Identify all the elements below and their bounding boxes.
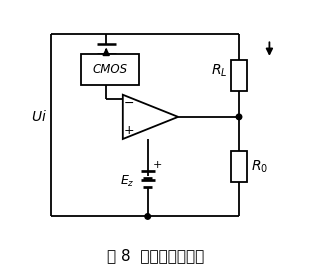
Text: −: − <box>124 96 134 110</box>
Text: $E_z$: $E_z$ <box>119 174 134 189</box>
Text: +: + <box>153 160 162 170</box>
Circle shape <box>236 114 242 120</box>
Text: +: + <box>124 124 134 137</box>
Text: $R_0$: $R_0$ <box>251 158 268 175</box>
Text: CMOS: CMOS <box>93 63 128 76</box>
Bar <box>81 54 139 85</box>
Circle shape <box>145 214 150 219</box>
Polygon shape <box>123 95 178 139</box>
Text: $U$i: $U$i <box>31 109 47 124</box>
Text: 图 8  恒流电路原理图: 图 8 恒流电路原理图 <box>107 248 205 263</box>
Bar <box>232 152 246 182</box>
Bar <box>232 60 246 91</box>
Text: $R_L$: $R_L$ <box>211 63 227 80</box>
